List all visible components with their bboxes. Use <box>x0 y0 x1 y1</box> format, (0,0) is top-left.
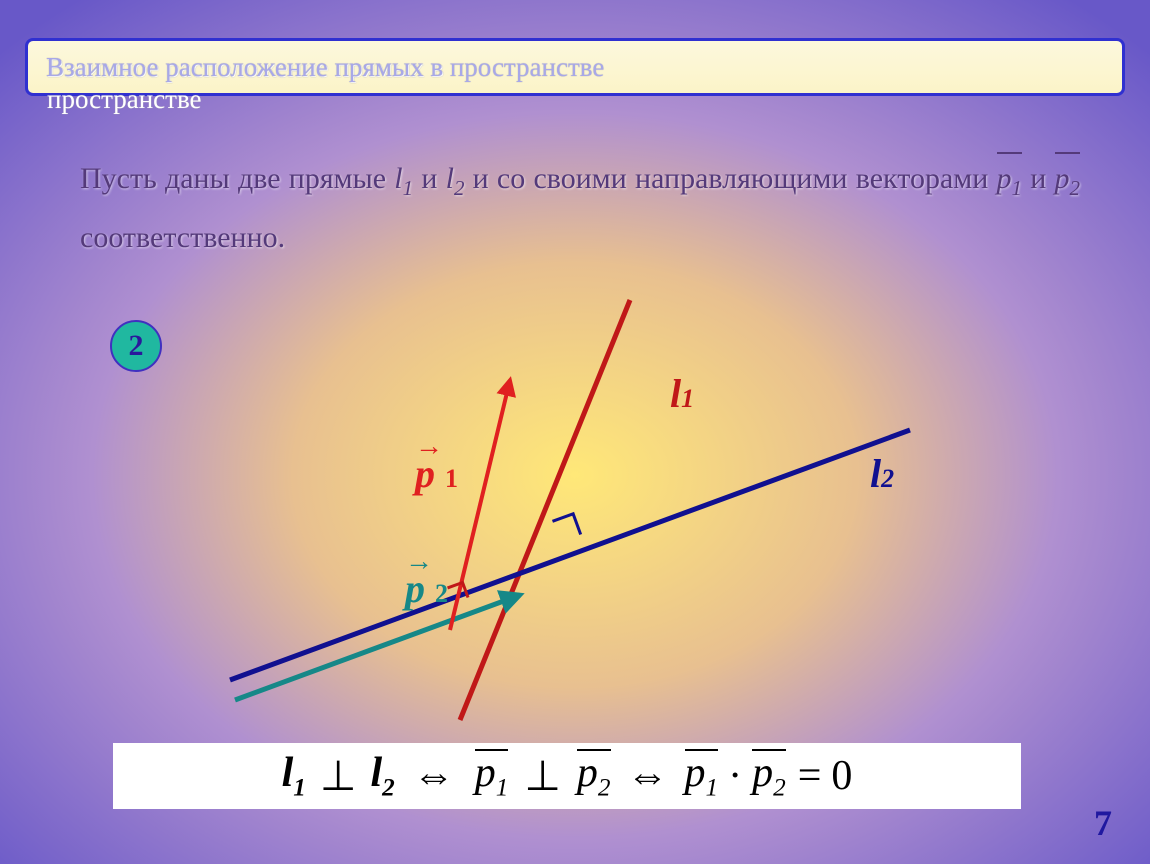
intro-text: Пусть даны две прямые l1 и l2 и со своим… <box>80 150 1080 266</box>
perp-1: ⊥ <box>320 751 357 801</box>
eq: = <box>798 752 822 800</box>
zero: 0 <box>831 752 852 800</box>
intro-l1: l1 <box>394 162 413 195</box>
intro-p1: p1 <box>997 150 1023 209</box>
vector-p2 <box>235 595 520 700</box>
intro-mid: и со своими направляющими векторами <box>473 162 997 195</box>
formula: l1 ⊥ l2 ⇔ p1 ⊥ p2 ⇔ p1 · p2 = 0 <box>113 743 1021 809</box>
step-number: 2 <box>129 329 144 363</box>
intro-and2: и <box>1030 162 1054 195</box>
label-l2: l2 <box>870 450 894 497</box>
intro-and1: и <box>421 162 445 195</box>
dot: · <box>728 752 742 800</box>
intro-l2: l2 <box>446 162 465 195</box>
label-p1: p 1 <box>415 450 458 497</box>
intro-suffix: соответственно. <box>80 221 285 254</box>
line-l1 <box>460 300 630 720</box>
step-badge: 2 <box>110 320 162 372</box>
perp-2: ⊥ <box>524 751 561 801</box>
line-l2 <box>230 430 910 680</box>
diagram: l1 l2 p 1 p 2 <box>150 270 950 730</box>
page-number: 7 <box>1094 802 1112 844</box>
perp-marker-main <box>552 514 580 542</box>
intro-prefix: Пусть даны две прямые <box>80 162 394 195</box>
vector-p1 <box>450 380 510 630</box>
iff-1: ⇔ <box>413 752 455 800</box>
slide-title: Взаимное расположение прямых в пространс… <box>46 52 604 83</box>
diagram-svg <box>150 270 950 730</box>
label-l1: l1 <box>670 370 694 417</box>
intro-p2: p2 <box>1055 150 1081 209</box>
label-p2: p 2 <box>405 565 448 612</box>
iff-2: ⇔ <box>627 752 669 800</box>
title-box: Взаимное расположение прямых в пространс… <box>25 38 1125 96</box>
